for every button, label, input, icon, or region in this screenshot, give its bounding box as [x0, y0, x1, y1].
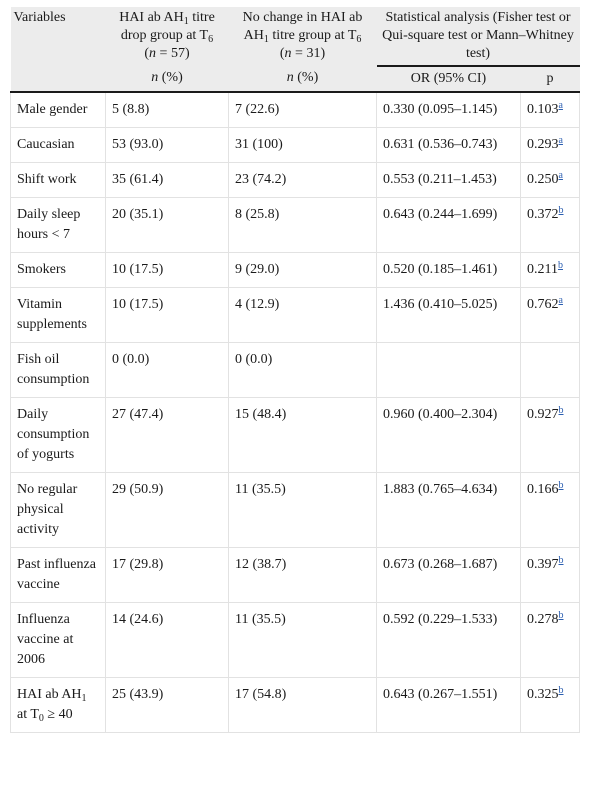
group1-cell: 0 (0.0) [105, 342, 229, 398]
footnote-link[interactable]: b [557, 260, 563, 271]
subheader-g1-n-pct: n (%) [105, 66, 229, 92]
p-cell: 0.325b [520, 677, 581, 733]
table-row: Shift work 35 (61.4) 23 (74.2) 0.553 (0.211… [10, 162, 581, 198]
p-cell: 0.927b [520, 397, 581, 473]
p-cell: 0.372b [520, 197, 581, 253]
footnote-link[interactable]: b [558, 205, 564, 216]
table-row: Influenza vaccine at 2006 14 (24.6) 11 (35… [10, 602, 581, 678]
table-row: Vitamin supplements 10 (17.5) 4 (12.9) 1.43… [10, 287, 581, 343]
group1-cell: 35 (61.4) [105, 162, 229, 198]
p-cell: 0.211b [520, 252, 581, 288]
header-variables: Variables [10, 7, 106, 92]
p-cell: 0.278b [520, 602, 581, 678]
variable-cell: No regular physical activity [10, 472, 106, 548]
p-cell [520, 342, 581, 398]
p-cell: 0.103a [520, 92, 581, 128]
footnote-link[interactable]: a [558, 135, 563, 146]
footnote-link[interactable]: b [558, 685, 564, 696]
or-cell: 0.592 (0.229–1.533) [376, 602, 521, 678]
group1-cell: 29 (50.9) [105, 472, 229, 548]
group2-cell: 0 (0.0) [228, 342, 377, 398]
variable-cell: HAI ab AH1 at T0 ≥ 40 [10, 677, 106, 733]
group1-cell: 14 (24.6) [105, 602, 229, 678]
footnote-link[interactable]: b [558, 555, 564, 566]
group2-cell: 11 (35.5) [228, 602, 377, 678]
or-cell: 0.631 (0.536–0.743) [376, 127, 521, 163]
table-row: Daily consumption of yogurts 27 (47.4) 15 … [10, 397, 581, 473]
group1-cell: 5 (8.8) [105, 92, 229, 128]
variable-cell: Fish oil consumption [10, 342, 106, 398]
group2-cell: 31 (100) [228, 127, 377, 163]
group2-cell: 11 (35.5) [228, 472, 377, 548]
footnote-link[interactable]: b [558, 610, 564, 621]
table-row: No regular physical activity 29 (50.9) 11 … [10, 472, 581, 548]
group1-cell: 25 (43.9) [105, 677, 229, 733]
table-row: Fish oil consumption 0 (0.0) 0 (0.0) [10, 342, 581, 398]
or-cell: 0.520 (0.185–1.461) [376, 252, 521, 288]
or-cell: 0.330 (0.095–1.145) [376, 92, 521, 128]
or-cell: 1.436 (0.410–5.025) [376, 287, 521, 343]
table-row: HAI ab AH1 at T0 ≥ 40 25 (43.9) 17 (54.8) 0… [10, 677, 581, 733]
p-cell: 0.397b [520, 547, 581, 603]
subheader-or: OR (95% CI) [376, 65, 521, 92]
variable-cell: Daily consumption of yogurts [10, 397, 106, 473]
p-cell: 0.762a [520, 287, 581, 343]
table-row: Smokers 10 (17.5) 9 (29.0) 0.520 (0.185–1.4… [10, 252, 581, 288]
header-group2: No change in HAI ab AH1 titre group at T… [228, 7, 377, 66]
table-row: Caucasian 53 (93.0) 31 (100) 0.631 (0.536–0… [10, 127, 581, 163]
group2-cell: 23 (74.2) [228, 162, 377, 198]
group1-cell: 53 (93.0) [105, 127, 229, 163]
or-cell: 0.673 (0.268–1.687) [376, 547, 521, 603]
table-row: Past influenza vaccine 17 (29.8) 12 (38.7)… [10, 547, 581, 603]
table-header: Variables HAI ab AH1 titre drop group at… [10, 7, 580, 92]
group2-cell: 8 (25.8) [228, 197, 377, 253]
group2-cell: 9 (29.0) [228, 252, 377, 288]
variable-cell: Male gender [10, 92, 106, 128]
group1-cell: 17 (29.8) [105, 547, 229, 603]
p-cell: 0.166b [520, 472, 581, 548]
or-cell: 0.960 (0.400–2.304) [376, 397, 521, 473]
p-cell: 0.293a [520, 127, 581, 163]
variable-cell: Past influenza vaccine [10, 547, 106, 603]
group2-cell: 12 (38.7) [228, 547, 377, 603]
footnote-link[interactable]: a [558, 170, 563, 181]
comparison-table: Variables HAI ab AH1 titre drop group at… [10, 7, 581, 733]
or-cell: 0.553 (0.211–1.453) [376, 162, 521, 198]
or-cell: 0.643 (0.267–1.551) [376, 677, 521, 733]
header-group1: HAI ab AH1 titre drop group at T6 (n = 5… [105, 7, 229, 66]
header-statistical-analysis: Statistical analysis (Fisher test or Qui… [376, 7, 580, 66]
variable-cell: Smokers [10, 252, 106, 288]
group2-cell: 4 (12.9) [228, 287, 377, 343]
variable-cell: Vitamin supplements [10, 287, 106, 343]
group1-cell: 10 (17.5) [105, 252, 229, 288]
or-cell: 1.883 (0.765–4.634) [376, 472, 521, 548]
group1-cell: 27 (47.4) [105, 397, 229, 473]
group2-cell: 15 (48.4) [228, 397, 377, 473]
variable-cell: Influenza vaccine at 2006 [10, 602, 106, 678]
group1-cell: 20 (35.1) [105, 197, 229, 253]
footnote-link[interactable]: a [558, 100, 563, 111]
variable-cell: Caucasian [10, 127, 106, 163]
footnote-link[interactable]: a [558, 295, 563, 306]
group2-cell: 7 (22.6) [228, 92, 377, 128]
table-row: Male gender 5 (8.8) 7 (22.6) 0.330 (0.095–1… [10, 92, 581, 128]
table-row: Daily sleep hours < 7 20 (35.1) 8 (25.8) 0.… [10, 197, 581, 253]
subheader-g2-n-pct: n (%) [228, 66, 377, 92]
or-cell: 0.643 (0.244–1.699) [376, 197, 521, 253]
group2-cell: 17 (54.8) [228, 677, 377, 733]
subheader-p: p [520, 65, 580, 92]
variable-cell: Daily sleep hours < 7 [10, 197, 106, 253]
or-cell [376, 342, 521, 398]
group1-cell: 10 (17.5) [105, 287, 229, 343]
footnote-link[interactable]: b [558, 405, 564, 416]
footnote-link[interactable]: b [558, 480, 564, 491]
variable-cell: Shift work [10, 162, 106, 198]
p-cell: 0.250a [520, 162, 581, 198]
